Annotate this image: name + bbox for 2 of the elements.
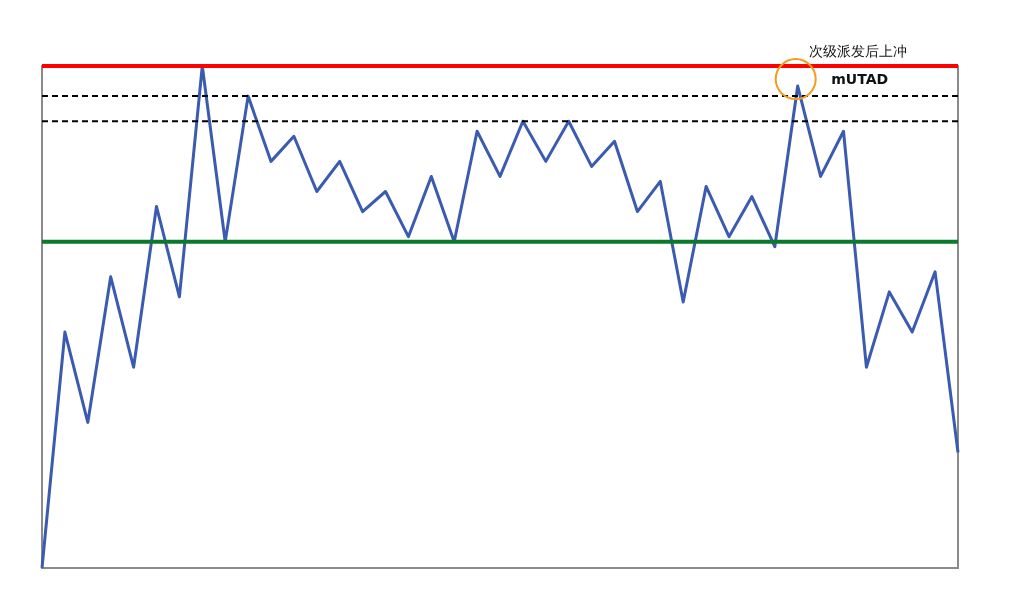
annotation: mUTAD bbox=[831, 71, 889, 87]
text: 次级派发后上冲 bbox=[808, 43, 907, 59]
